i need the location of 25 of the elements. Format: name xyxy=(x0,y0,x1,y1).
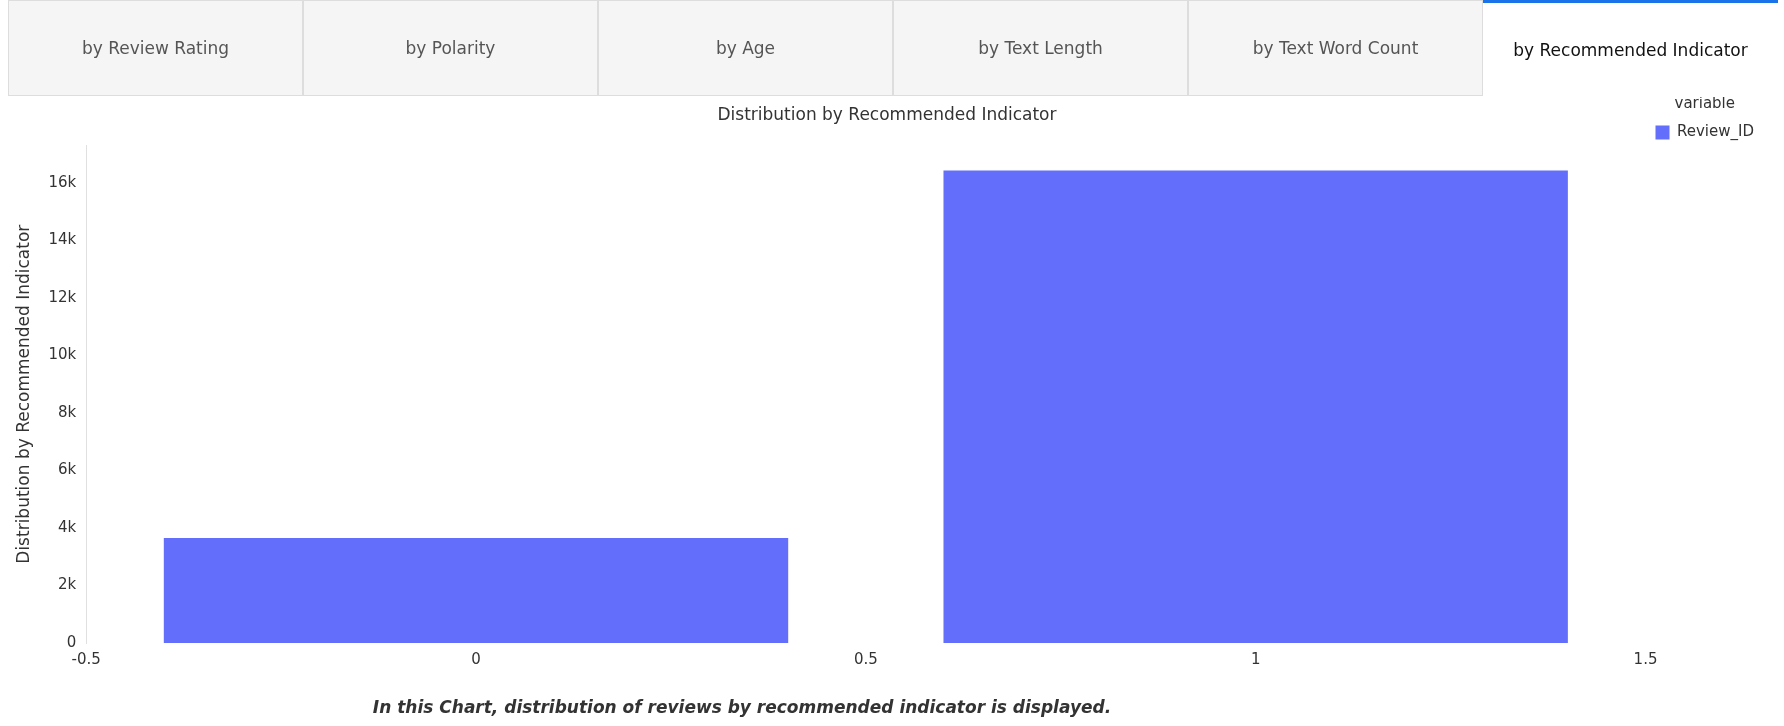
x-tick-label: 1.5 xyxy=(1633,649,1658,668)
x-tick-label: -0.5 xyxy=(71,649,101,668)
y-tick-label: 10k xyxy=(48,345,77,364)
text: by Text Length xyxy=(893,0,1188,96)
legend-label: Review_ID xyxy=(1677,122,1755,142)
text: by Polarity xyxy=(303,0,598,96)
y-tick-label: 6k xyxy=(57,460,77,479)
chart-title: Distribution by Recommended Indicator xyxy=(717,103,1057,124)
y-tick-label: 8k xyxy=(57,402,77,421)
x-tick-label: 0.5 xyxy=(853,649,878,668)
y-tick-label: 16k xyxy=(48,172,77,191)
text: by Review Rating xyxy=(8,0,303,96)
y-tick-label: 2k xyxy=(57,575,77,594)
y-tick-label: 12k xyxy=(48,287,77,306)
y-tick-label: 0 xyxy=(66,632,77,651)
y-tick-label: 14k xyxy=(48,230,77,249)
text: by Text Word Count xyxy=(1188,0,1483,96)
text: In this Chart, distribution of reviews by recommended indicator is displayed. xyxy=(371,697,1113,717)
x-tick-label: 0 xyxy=(471,649,481,668)
text: by Recommended Indicator xyxy=(1483,0,1778,96)
y-axis-title: Distribution by Recommended Indicator xyxy=(12,224,33,564)
y-tick-label: 4k xyxy=(57,517,77,536)
legend-title: variable xyxy=(1674,94,1736,113)
x-tick-label: 1 xyxy=(1250,649,1261,668)
text: by Age xyxy=(598,0,893,96)
